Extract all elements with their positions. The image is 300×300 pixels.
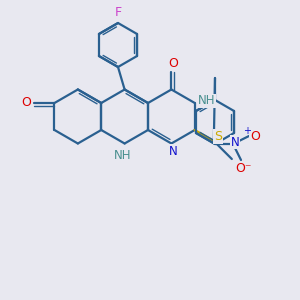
- Text: N: N: [169, 145, 178, 158]
- Text: F: F: [114, 5, 122, 19]
- Text: NH: NH: [198, 94, 215, 107]
- Text: +: +: [243, 126, 251, 136]
- Text: O: O: [22, 97, 32, 110]
- Text: NH: NH: [114, 149, 131, 162]
- Text: S: S: [214, 130, 222, 143]
- Text: O: O: [250, 130, 260, 142]
- Text: O: O: [168, 57, 178, 70]
- Text: F: F: [116, 7, 123, 20]
- Text: O⁻: O⁻: [235, 161, 251, 175]
- Text: N: N: [231, 136, 239, 148]
